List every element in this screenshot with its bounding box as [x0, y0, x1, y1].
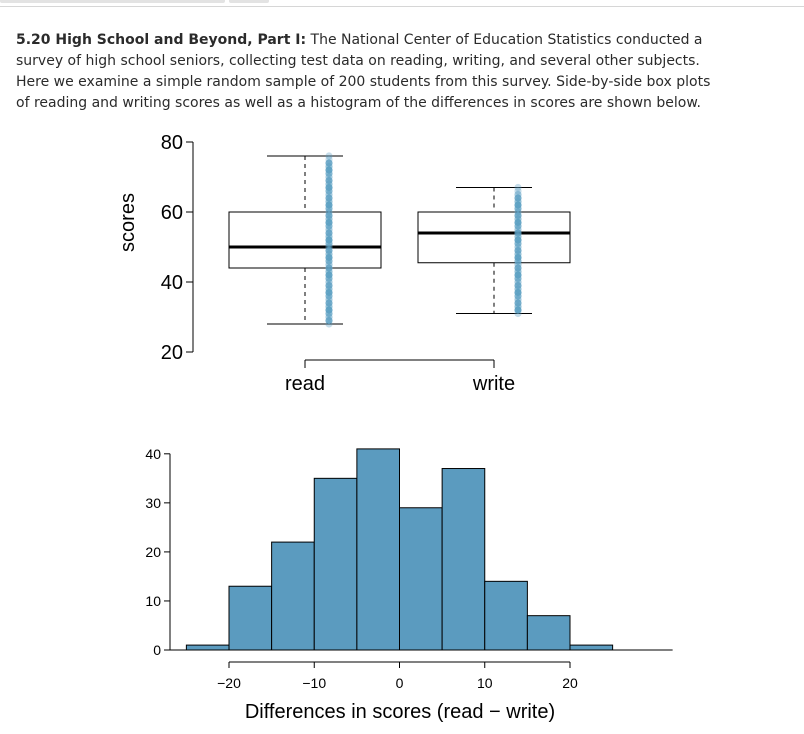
y-tick-label: 80: [161, 132, 183, 154]
histogram-bar: [526, 615, 571, 651]
histogram-bar: [399, 507, 443, 651]
write-data-points: [514, 183, 522, 318]
data-point: [514, 183, 522, 192]
x-tick-label: 10: [477, 675, 493, 691]
histogram-bar: [569, 644, 614, 651]
read-data-points: [325, 152, 333, 328]
read-box: [228, 211, 382, 269]
top-divider: [0, 6, 804, 7]
x-tick-label: 0: [396, 675, 404, 691]
x-axis-label: Differences in scores (read − write): [245, 701, 555, 723]
y-tick-label: 0: [153, 642, 161, 658]
y-tick-label: 20: [161, 342, 183, 364]
write-box: [417, 211, 571, 264]
data-point: [325, 159, 333, 167]
y-tick-label: 40: [145, 446, 161, 462]
top-tab-2: [229, 0, 269, 3]
data-point: [325, 152, 333, 160]
histogram-bar: [313, 477, 358, 651]
problem-text: The National Center of Education Statist…: [16, 32, 711, 111]
x-tick-label: 20: [562, 675, 578, 691]
problem-statement: 5.20 High School and Beyond, Part I: The…: [16, 30, 716, 114]
histogram-bar: [228, 585, 273, 651]
x-tick-label: −10: [302, 675, 326, 691]
histogram-chart: 0 10 20 30 40 −20 −10 0 10 20 Differences in score…: [145, 446, 673, 723]
histogram-bar: [484, 580, 528, 651]
y-tick-label: 20: [145, 544, 161, 560]
y-tick-label: 10: [145, 593, 161, 609]
y-tick-label: 30: [145, 495, 161, 511]
problem-heading: 5.20 High School and Beyond, Part I:: [16, 32, 307, 48]
top-tab-1: [0, 0, 225, 3]
y-axis-label: scores: [117, 193, 139, 252]
histogram-bar: [271, 541, 315, 651]
histogram-bar: [185, 644, 230, 651]
y-tick-label: 60: [161, 202, 183, 224]
histogram-bar: [441, 468, 486, 651]
data-point: [514, 187, 522, 195]
histogram-bar: [356, 448, 400, 651]
data-point: [514, 190, 522, 199]
y-tick-label: 40: [161, 272, 183, 294]
x-category-label-write: write: [472, 373, 515, 395]
x-tick-label: −20: [217, 675, 241, 691]
x-category-label-read: read: [285, 373, 325, 395]
box-plot-chart: 20 40 60 80 scores read write: [117, 132, 571, 395]
data-point: [325, 155, 333, 164]
